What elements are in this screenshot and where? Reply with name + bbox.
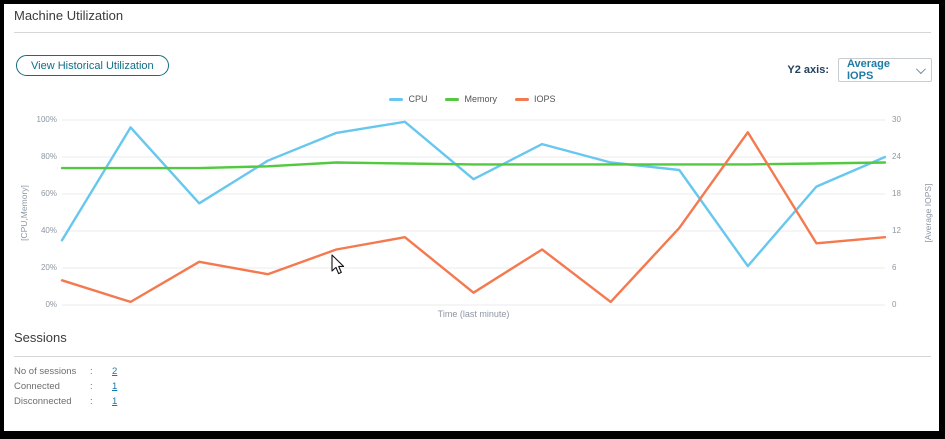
y1-tick: 60% bbox=[40, 189, 57, 198]
y1-tick: 100% bbox=[36, 115, 57, 124]
legend-item-iops: IOPS bbox=[515, 94, 556, 104]
sessions-title: Sessions bbox=[14, 330, 67, 345]
y1-tick: 0% bbox=[45, 300, 57, 309]
session-row-separator: : bbox=[90, 381, 93, 392]
y2-tick: 0 bbox=[892, 300, 897, 309]
y1-tick: 40% bbox=[40, 226, 57, 235]
session-row-separator: : bbox=[90, 366, 93, 377]
y1-tick: 80% bbox=[40, 152, 57, 161]
page-title: Machine Utilization bbox=[14, 8, 124, 23]
y2-tick: 6 bbox=[892, 263, 897, 272]
table-row: Disconnected : 1 bbox=[14, 394, 117, 409]
y2-axis-control: Y2 axis: Average IOPS bbox=[787, 58, 932, 82]
legend-label: CPU bbox=[408, 94, 428, 104]
y2-tick: 12 bbox=[892, 226, 901, 235]
chevron-down-icon bbox=[916, 63, 926, 74]
x-axis-title: Time (last minute) bbox=[437, 309, 510, 319]
session-row-label: Connected bbox=[14, 381, 60, 392]
session-row-separator: : bbox=[90, 396, 93, 407]
legend-label: Memory bbox=[464, 94, 497, 104]
header-divider bbox=[14, 32, 931, 33]
sessions-table: No of sessions : 2 Connected : 1 Disconn… bbox=[14, 364, 117, 409]
y2-axis-label: Y2 axis: bbox=[787, 64, 829, 76]
sessions-divider bbox=[14, 356, 931, 357]
table-row: No of sessions : 2 bbox=[14, 364, 117, 379]
y2-axis-dropdown[interactable]: Average IOPS bbox=[838, 58, 932, 82]
legend-item-cpu: CPU bbox=[389, 94, 427, 104]
y2-tick: 24 bbox=[892, 152, 901, 161]
view-historical-utilization-button[interactable]: View Historical Utilization bbox=[16, 55, 169, 76]
y2-tick: 30 bbox=[892, 115, 901, 124]
cpu-line-swatch-icon bbox=[389, 97, 404, 101]
y1-axis-title: [CPU,Memory] bbox=[19, 185, 29, 241]
y2-tick: 18 bbox=[892, 189, 901, 198]
y2-axis-title: [Average IOPS] bbox=[923, 183, 933, 243]
no-of-sessions-link[interactable]: 2 bbox=[112, 366, 118, 377]
connected-sessions-link[interactable]: 1 bbox=[112, 381, 118, 392]
memory-line-swatch-icon bbox=[445, 97, 460, 101]
y1-tick: 20% bbox=[40, 263, 57, 272]
y2-axis-selected-value: Average IOPS bbox=[847, 58, 891, 82]
session-row-label: Disconnected bbox=[14, 396, 72, 407]
iops-line-swatch-icon bbox=[515, 97, 529, 101]
legend-label: IOPS bbox=[534, 94, 556, 104]
legend-item-memory: Memory bbox=[445, 94, 497, 104]
session-row-label: No of sessions bbox=[14, 366, 77, 377]
table-row: Connected : 1 bbox=[14, 379, 117, 394]
disconnected-sessions-link[interactable]: 1 bbox=[112, 396, 118, 407]
chart-legend: CPU Memory IOPS bbox=[0, 94, 945, 104]
